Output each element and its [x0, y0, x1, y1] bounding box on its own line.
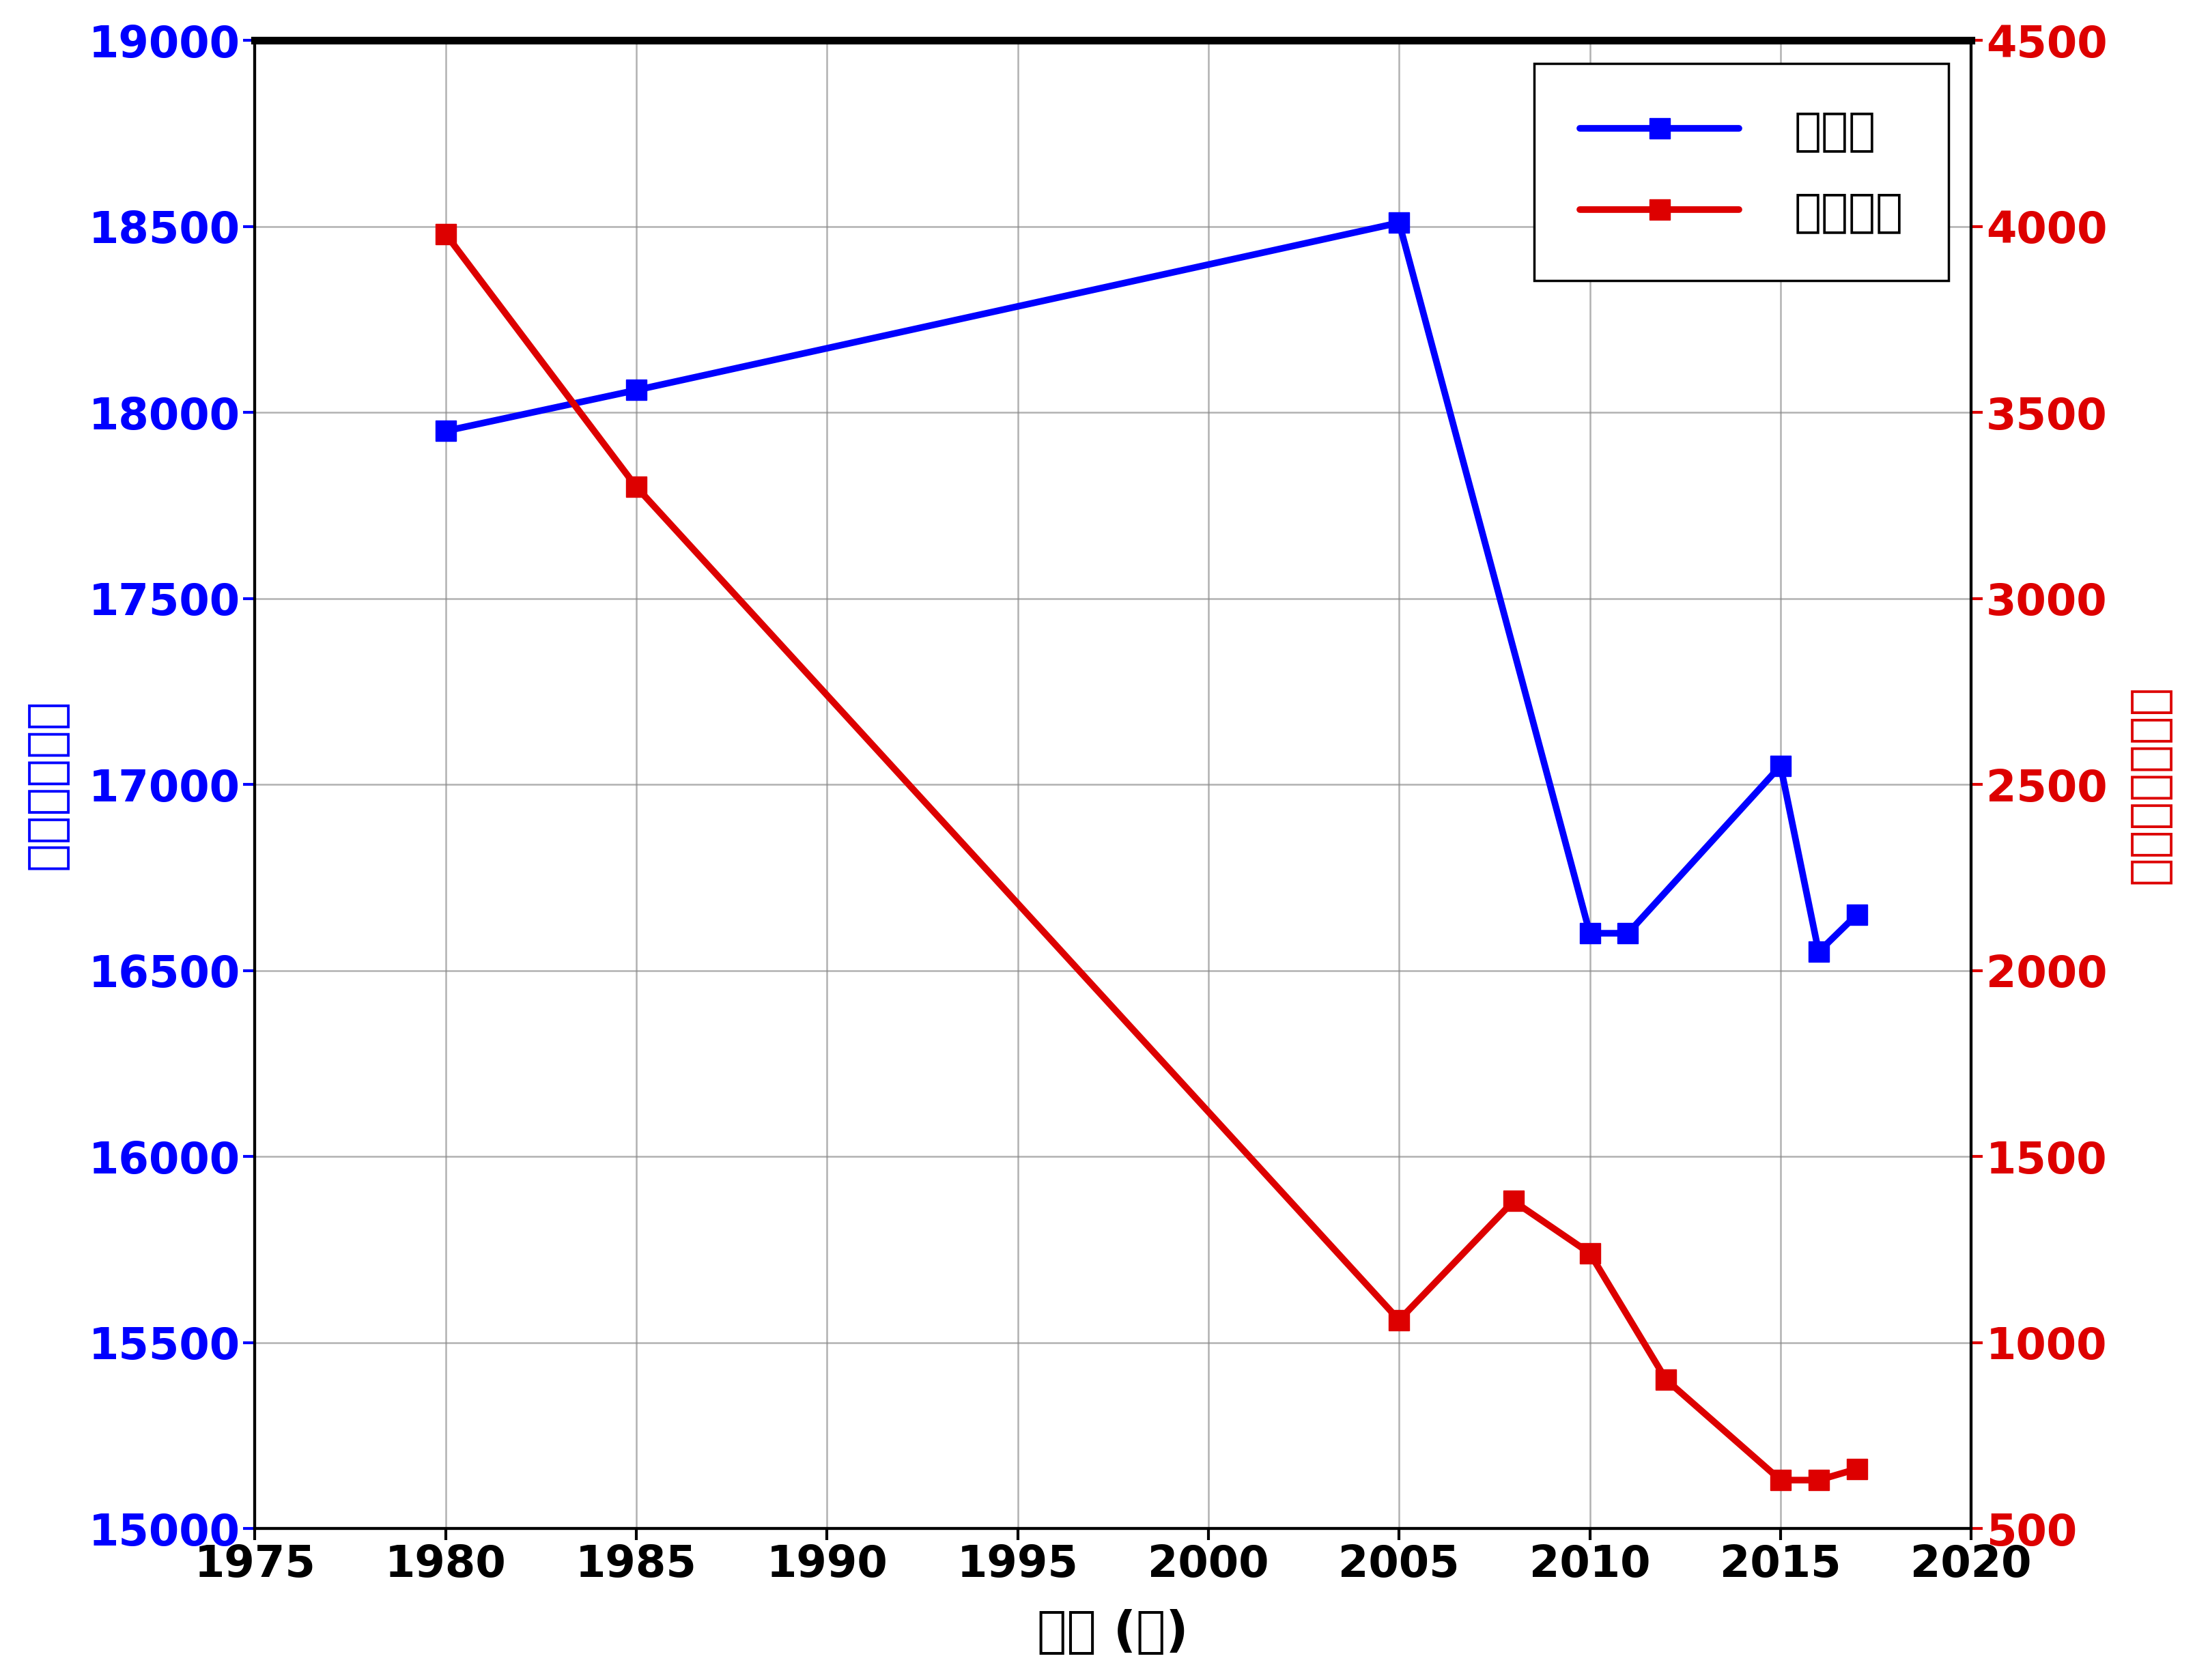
在校学生: [1804, 1470, 1831, 1490]
总人口: [432, 422, 459, 442]
在校学生: [1499, 1191, 1526, 1211]
Line: 总人口: 总人口: [435, 212, 1866, 963]
总人口: [1613, 924, 1640, 944]
总人口: [1576, 924, 1602, 944]
总人口: [1804, 942, 1831, 963]
在校学生: [1576, 1243, 1602, 1263]
总人口: [1385, 213, 1411, 234]
在校学生: [1844, 1458, 1870, 1478]
在校学生: [1653, 1369, 1679, 1389]
X-axis label: 年份 (年): 年份 (年): [1036, 1609, 1187, 1656]
在校学生: [1385, 1310, 1411, 1331]
在校学生: [1767, 1470, 1793, 1490]
总人口: [623, 380, 650, 400]
总人口: [1844, 904, 1870, 924]
总人口: [1767, 756, 1793, 776]
Legend: 总人口, 在校学生: 总人口, 在校学生: [1534, 64, 1947, 281]
Y-axis label: 总人口（人）: 总人口（人）: [24, 699, 70, 870]
Y-axis label: 在校学生（人）: 在校学生（人）: [2125, 685, 2171, 884]
在校学生: [432, 223, 459, 244]
在校学生: [623, 477, 650, 497]
Line: 在校学生: 在校学生: [435, 223, 1866, 1490]
